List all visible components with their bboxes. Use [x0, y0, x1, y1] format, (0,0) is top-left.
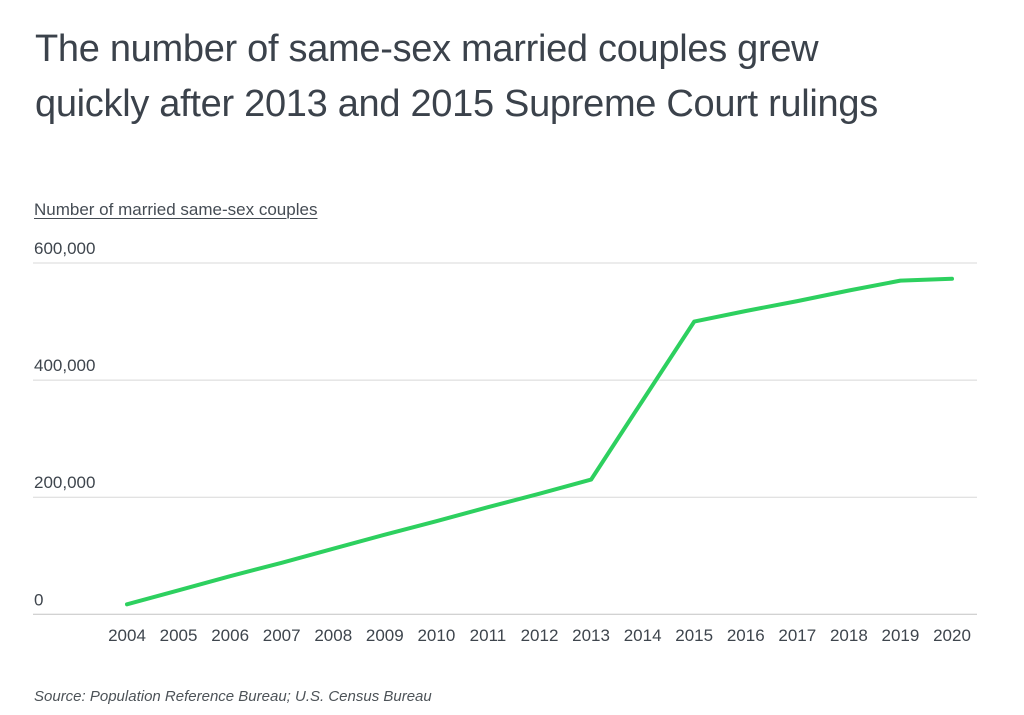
y-tick-label: 400,000: [34, 356, 95, 375]
x-tick-label: 2018: [830, 626, 868, 645]
x-tick-label: 2009: [366, 626, 404, 645]
x-tick-label: 2004: [108, 626, 146, 645]
y-tick-label: 0: [34, 590, 43, 609]
x-tick-label: 2016: [727, 626, 765, 645]
x-tick-label: 2006: [211, 626, 249, 645]
source-note: Source: Population Reference Bureau; U.S…: [34, 688, 432, 705]
x-tick-label: 2017: [778, 626, 816, 645]
chart-title: The number of same-sex married couples g…: [35, 28, 878, 125]
x-tick-label: 2015: [675, 626, 713, 645]
x-tick-label: 2013: [572, 626, 610, 645]
x-tick-label: 2005: [160, 626, 198, 645]
x-tick-label: 2008: [314, 626, 352, 645]
data-line-married-couples: [125, 276, 954, 607]
x-tick-label: 2011: [470, 626, 507, 645]
x-tick-label: 2014: [624, 626, 662, 645]
x-tick-label: 2012: [521, 626, 559, 645]
y-axis-title: Number of married same-sex couples: [34, 200, 318, 219]
x-tick-label: 2010: [417, 626, 455, 645]
x-tick-label: 2007: [263, 626, 301, 645]
y-tick-label: 600,000: [34, 239, 95, 258]
x-tick-label: 2020: [933, 626, 971, 645]
y-tick-label: 200,000: [34, 473, 95, 492]
x-tick-label: 2019: [882, 626, 920, 645]
line-chart: 0 200,000 400,000 600,000 2004 2005 2006 2007 20…: [33, 239, 977, 645]
